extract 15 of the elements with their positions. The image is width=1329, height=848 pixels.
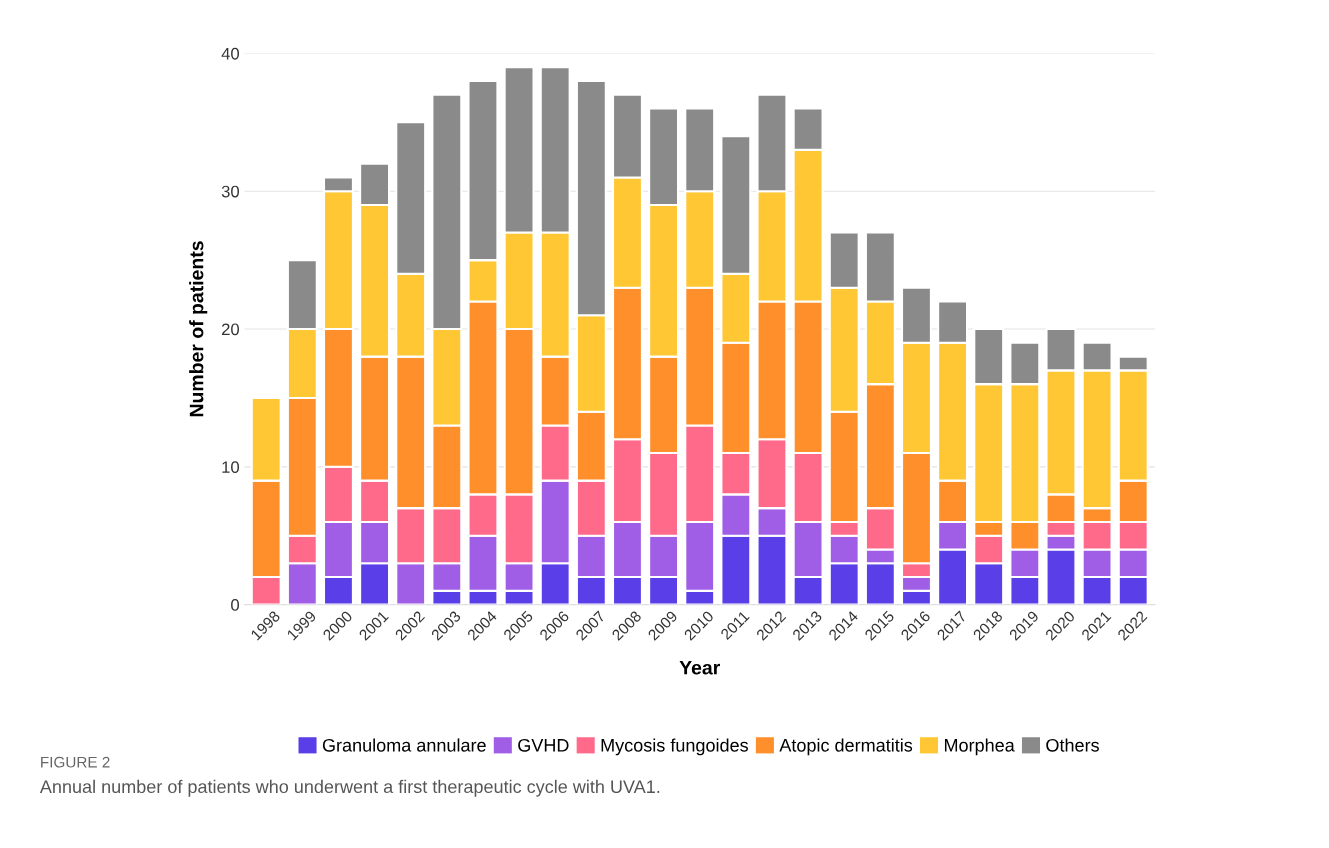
y-tick-label: 10 <box>222 461 240 474</box>
y-tick-label: 30 <box>221 185 240 198</box>
caption: FIGURE 2 <box>41 756 110 768</box>
legend-label: Mycosis fungoides <box>601 738 748 756</box>
text: Annual number of patients who underwent a first therapeutic cycle with UVA1. <box>39 779 660 797</box>
legend-label: Others <box>1046 738 1099 752</box>
x-axis-title: Year <box>679 660 720 675</box>
y-axis-title: Number of patients <box>189 241 208 417</box>
legend-label: GVHD <box>518 738 569 752</box>
legend-label: Morphea <box>944 738 1015 756</box>
y-tick-label: 20 <box>221 323 240 336</box>
y-tick-label: 40 <box>221 47 240 60</box>
legend-label: Atopic dermatitis <box>779 738 913 756</box>
y-tick-label: 0 <box>231 599 240 611</box>
legend-label: Granuloma annulare <box>322 738 486 752</box>
